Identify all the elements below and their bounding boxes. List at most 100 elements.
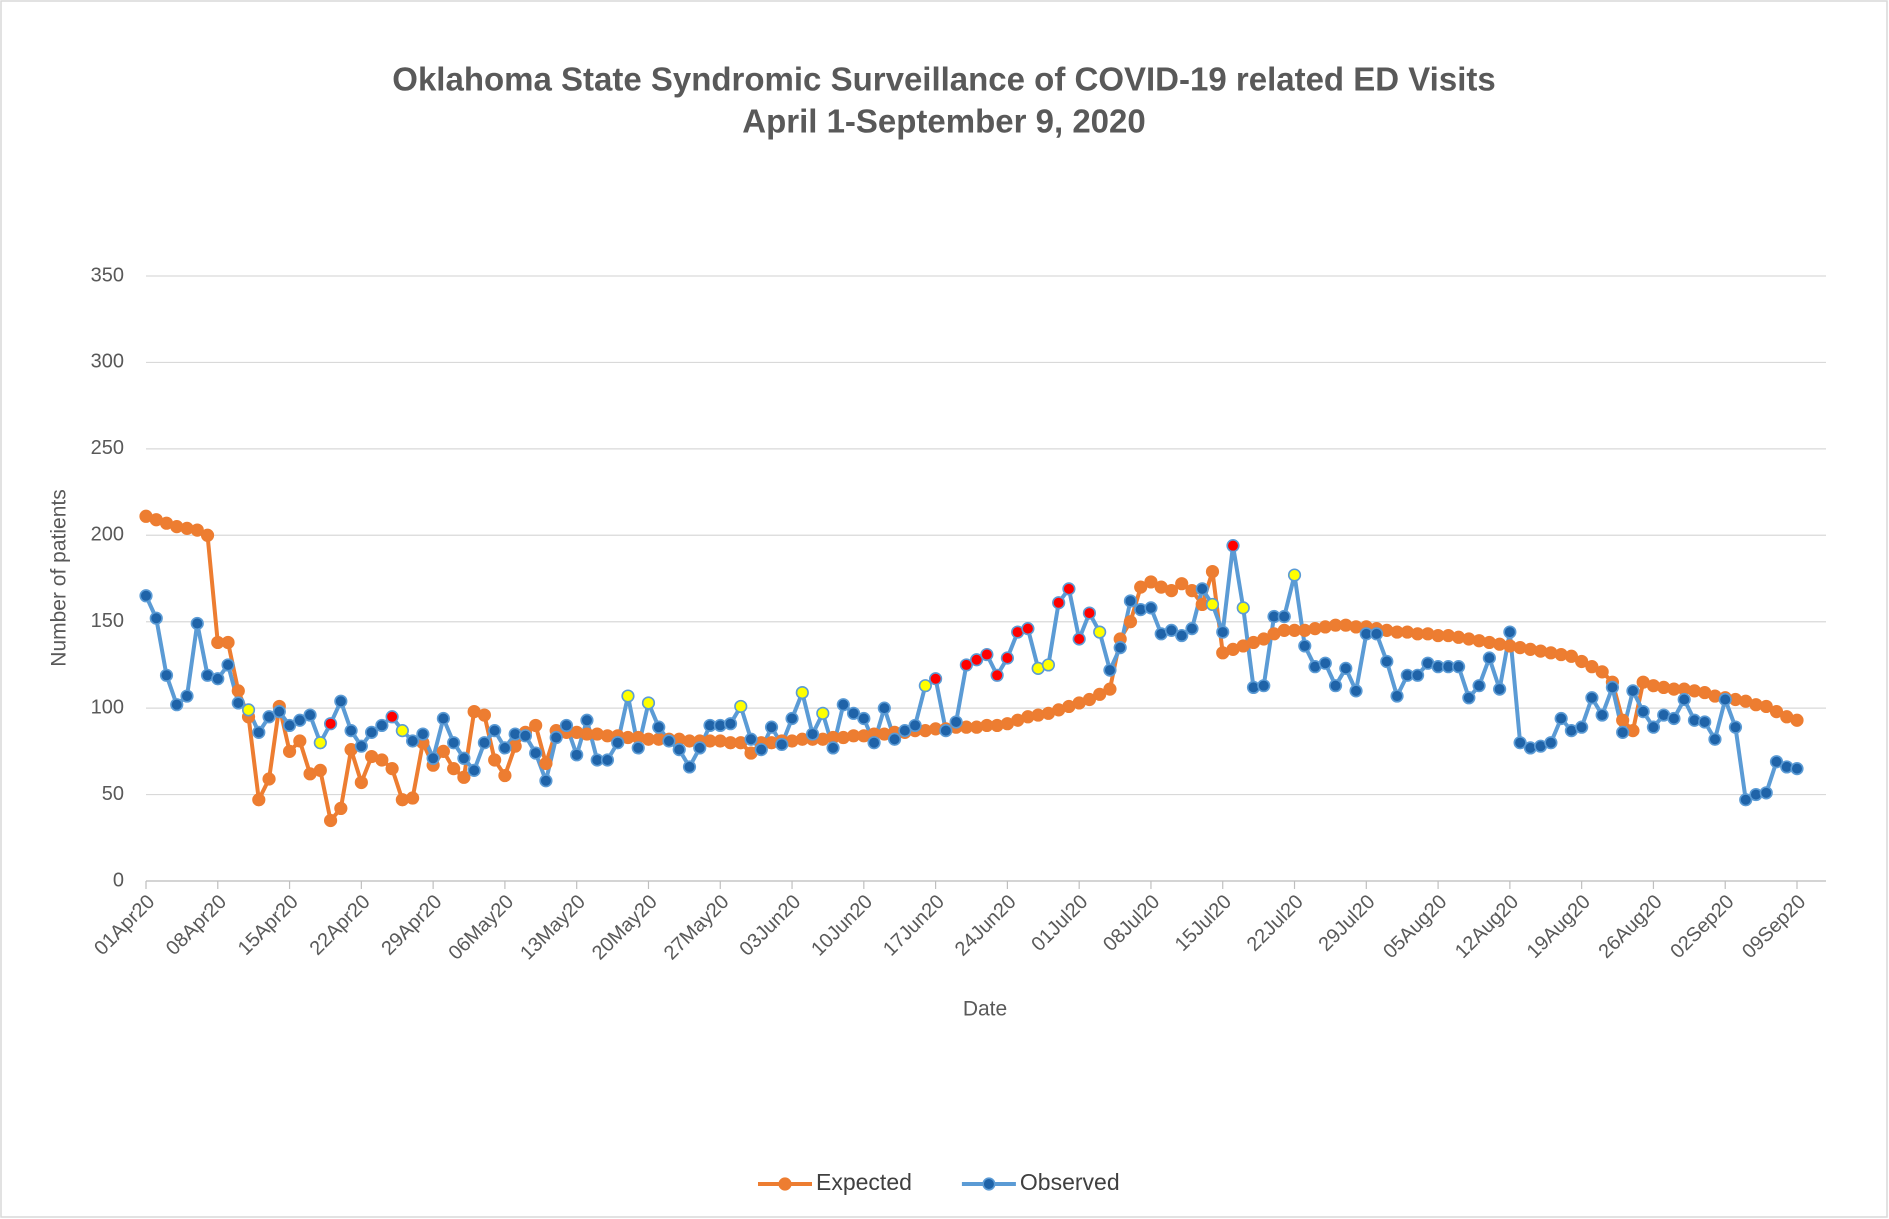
data-point — [457, 770, 471, 784]
data-point — [1175, 577, 1189, 591]
data-point — [1021, 622, 1035, 636]
data-point — [252, 725, 266, 739]
data-point — [559, 718, 574, 733]
data-point — [744, 732, 758, 746]
data-point — [580, 713, 594, 727]
data-point — [498, 768, 512, 783]
data-point — [1698, 715, 1712, 729]
data-point — [180, 689, 194, 703]
data-point — [385, 710, 399, 724]
data-point — [1564, 649, 1578, 663]
data-point — [887, 732, 902, 746]
data-point — [1164, 583, 1179, 598]
data-point — [375, 753, 389, 767]
data-point — [918, 679, 932, 693]
data-point — [1226, 539, 1240, 553]
data-point — [1575, 720, 1589, 734]
data-point — [139, 589, 153, 603]
data-point — [323, 717, 338, 731]
data-point — [190, 523, 204, 537]
data-point — [1175, 628, 1189, 643]
data-point — [529, 718, 543, 733]
data-point — [1410, 668, 1425, 682]
data-point — [1082, 692, 1097, 707]
data-point — [775, 737, 789, 752]
data-point — [1052, 596, 1066, 610]
data-point — [231, 696, 245, 710]
data-point — [1626, 684, 1640, 698]
data-point — [190, 616, 204, 631]
data-point — [211, 672, 225, 686]
data-point — [1349, 684, 1363, 698]
y-tick-label: 150 — [91, 610, 124, 632]
data-point — [795, 685, 809, 700]
data-point — [1144, 575, 1158, 589]
data-point — [1759, 699, 1773, 714]
y-axis-title: Number of patients — [48, 489, 71, 666]
data-point — [1451, 660, 1466, 674]
data-point — [293, 734, 307, 748]
data-point — [1123, 594, 1138, 608]
data-point — [282, 744, 297, 758]
data-point — [549, 730, 563, 745]
data-point — [1513, 736, 1527, 750]
data-point — [334, 694, 348, 708]
data-point — [447, 736, 461, 750]
data-point — [1093, 625, 1107, 639]
data-point — [313, 736, 327, 750]
data-point — [518, 729, 533, 743]
data-point — [1585, 660, 1599, 674]
data-point — [1072, 632, 1086, 646]
data-point — [949, 715, 963, 729]
data-point — [959, 658, 973, 672]
data-point — [1616, 725, 1630, 739]
data-point — [303, 708, 317, 722]
data-point — [1318, 656, 1332, 670]
data-point — [365, 725, 379, 739]
data-point — [1677, 692, 1691, 707]
data-point — [908, 718, 922, 733]
data-point — [805, 727, 820, 741]
data-point — [375, 718, 389, 733]
data-point — [529, 746, 543, 760]
data-point — [1554, 711, 1568, 726]
data-point — [1667, 711, 1681, 726]
data-point — [877, 701, 891, 715]
data-point — [836, 698, 850, 712]
data-point — [867, 736, 881, 750]
data-point — [1103, 682, 1117, 696]
data-point — [1636, 704, 1650, 719]
data-point — [159, 668, 174, 682]
data-point — [1718, 692, 1732, 707]
data-point — [1503, 625, 1517, 639]
data-point — [970, 653, 984, 667]
data-point — [426, 751, 440, 765]
data-point — [406, 734, 420, 748]
data-point — [477, 736, 492, 750]
data-point — [1739, 793, 1753, 807]
data-point — [293, 713, 307, 727]
data-point — [406, 791, 420, 805]
data-point — [200, 528, 215, 542]
data-point — [1575, 654, 1589, 669]
data-point — [1595, 665, 1609, 679]
data-point — [1472, 679, 1486, 693]
y-tick-label: 250 — [91, 437, 124, 459]
data-point — [488, 753, 502, 767]
x-axis-title: Date — [963, 998, 1007, 1021]
data-point — [334, 801, 348, 816]
data-point — [1605, 680, 1620, 695]
data-point — [939, 724, 953, 738]
data-point — [652, 720, 666, 734]
data-point — [1082, 606, 1097, 620]
data-point — [846, 706, 861, 720]
data-point — [1790, 713, 1804, 727]
data-point — [1462, 691, 1476, 705]
data-point — [1093, 687, 1107, 701]
data-point — [467, 763, 481, 777]
data-point — [1185, 622, 1199, 636]
data-point — [1205, 564, 1220, 579]
data-point — [1000, 651, 1014, 665]
chart-title: Oklahoma State Syndromic Surveillance of… — [392, 61, 1495, 98]
